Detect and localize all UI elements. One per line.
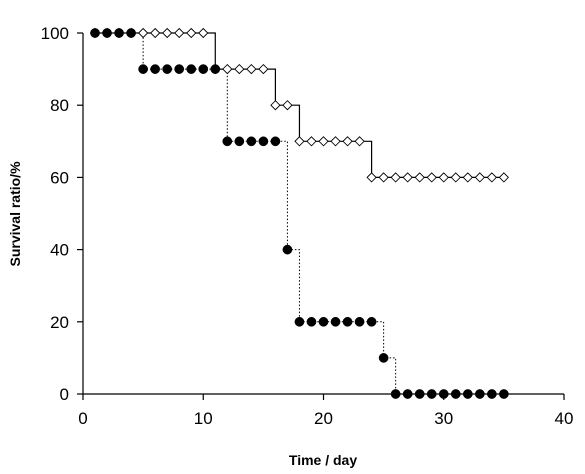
series-1-point [222,63,233,75]
series-1-point [282,100,293,111]
series-1-point [137,27,149,39]
series-2-point [90,28,100,38]
series-1-point [186,27,197,39]
series-2-point [318,316,329,327]
series-1-point [174,27,185,39]
series-1-point [270,100,281,111]
series-1-point [306,136,317,147]
plot-lines [95,32,504,395]
series-2-point [234,136,245,147]
series-1-point [246,63,257,75]
series-2-point [270,136,281,147]
series-2-point [174,64,185,74]
series-1-point [294,136,305,147]
series-1-point [462,172,473,183]
series-2-point [342,316,353,327]
series-1-point [342,136,353,147]
series-1-point [402,172,413,183]
x-tick-label: 10 [194,409,213,428]
series-1-point [162,27,173,39]
series-2-point [102,28,112,38]
series-2-point [186,64,197,74]
series-1-point [366,172,377,183]
x-tick-label: 0 [78,409,87,428]
series-1-point [258,63,269,75]
series-2-point [306,316,317,327]
series-1-point [390,172,401,183]
series-1-point [498,172,510,183]
series-2-point [114,28,124,38]
series-2-point [222,136,233,147]
y-tick-label: 80 [50,96,69,115]
x-tick-label: 20 [314,409,333,428]
series-2-point [198,64,209,74]
series-2-point [162,64,173,74]
axes [82,33,564,395]
series-2-point [294,316,305,327]
series-2-point [138,64,148,74]
ticks: 0 10 20 30 40 0 20 40 60 80 100 [41,24,574,428]
series-1-point [330,136,341,147]
series-2-point [150,64,160,74]
y-tick-label: 100 [41,24,69,43]
y-tick-label: 20 [50,313,69,332]
series-1-point [354,136,365,147]
series-2-line [95,32,504,395]
series-1-line [95,32,504,178]
y-tick-label: 60 [50,168,69,187]
series-1-point [414,172,425,183]
series-2-point [210,64,221,74]
y-tick-label: 0 [60,385,69,404]
series-2-point [354,316,365,327]
series-1-point [318,136,329,147]
series-2-point [246,136,257,147]
series-2-point [126,28,136,38]
series-1-point [450,172,461,183]
series-1-point [438,172,449,183]
y-tick-label: 40 [50,241,69,260]
series-1-point [378,172,389,183]
y-axis-title: Survival ratio/% [7,161,23,267]
series-1-point [234,63,245,75]
x-tick-label: 30 [434,409,453,428]
x-axis-title: Time / day [289,452,357,468]
series-2-point [378,353,389,363]
series-1-point [198,27,209,39]
series-1-point [474,172,485,183]
series-2-point [258,136,269,147]
series-2-point [366,316,377,327]
series-2-point [282,244,293,255]
series-2-point [330,316,341,327]
series-1-point [150,27,161,39]
series-1-point [486,172,497,183]
plot-marks [89,27,510,399]
x-tick-label: 40 [555,409,574,428]
series-1-point [426,172,437,183]
